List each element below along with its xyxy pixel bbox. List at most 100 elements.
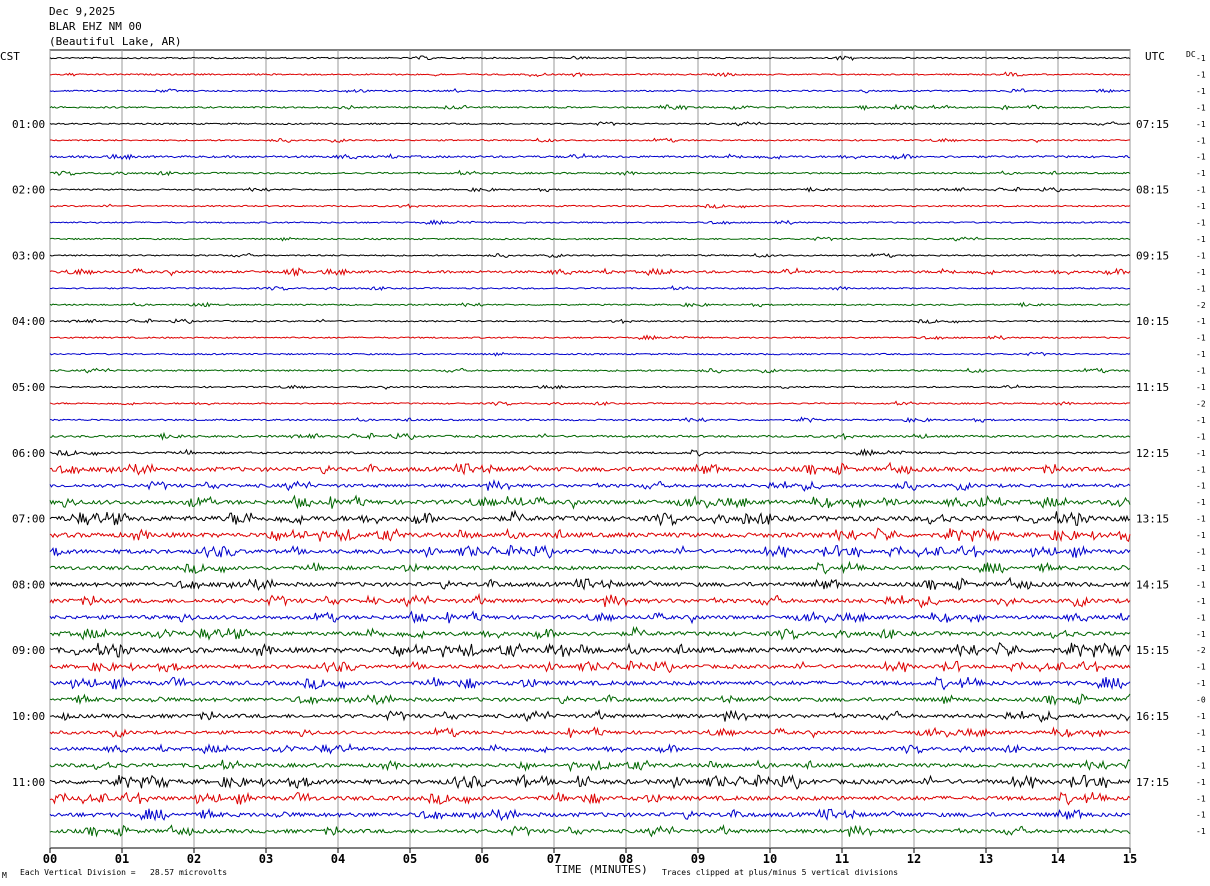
- dc-offset-label: -1: [1196, 679, 1206, 688]
- seismic-trace: [49, 367, 1131, 374]
- cst-hour-label: 06:00: [12, 447, 45, 460]
- seismic-trace: [49, 641, 1131, 658]
- utc-hour-label: 14:15: [1136, 578, 1169, 591]
- seismic-trace: [49, 236, 1131, 242]
- dc-offset-label: -1: [1196, 597, 1206, 606]
- seismic-trace: [49, 823, 1131, 838]
- seismic-trace: [49, 71, 1131, 78]
- location-label: (Beautiful Lake, AR): [49, 35, 182, 48]
- cst-hour-label: 01:00: [12, 118, 45, 131]
- seismic-trace: [49, 400, 1131, 407]
- dc-offset-label: -1: [1196, 498, 1206, 507]
- dc-offset-label: -1: [1196, 153, 1206, 162]
- x-tick-label: 12: [907, 852, 921, 866]
- dc-offset-label: -1: [1196, 745, 1206, 754]
- utc-hour-label: 11:15: [1136, 381, 1169, 394]
- x-tick-label: 05: [403, 852, 417, 866]
- dc-offset-label: -1: [1196, 350, 1206, 359]
- seismic-trace: [49, 318, 1131, 325]
- dc-offset-label: -1: [1196, 712, 1206, 721]
- seismic-trace: [49, 203, 1131, 210]
- dc-offset-label: -1: [1196, 482, 1206, 491]
- date-label: Dec 9,2025: [49, 5, 116, 18]
- cst-hour-label: 04:00: [12, 315, 45, 328]
- seismic-trace: [49, 285, 1131, 292]
- dc-offset-label: -1: [1196, 449, 1206, 458]
- dc-offset-label: -1: [1196, 268, 1206, 277]
- seismic-trace: [49, 625, 1131, 641]
- dc-offset-label: -1: [1196, 613, 1206, 622]
- dc-offset-label: -1: [1196, 251, 1206, 260]
- dc-offset-label: -2: [1196, 399, 1206, 408]
- dc-offset-label: -1: [1196, 186, 1206, 195]
- seismic-trace: [49, 576, 1131, 591]
- cst-hour-label: 07:00: [12, 513, 45, 526]
- dc-offset-label: -1: [1196, 778, 1206, 787]
- seismic-trace: [49, 774, 1131, 790]
- dc-offset-label: -1: [1196, 794, 1206, 803]
- dc-offset-label: -1: [1196, 367, 1206, 376]
- dc-offset-label: -1: [1196, 663, 1206, 672]
- dc-offset-label: -1: [1196, 219, 1206, 228]
- dc-offset-label: -1: [1196, 515, 1206, 524]
- dc-offset-label: -1: [1196, 284, 1206, 293]
- seismic-trace: [49, 267, 1131, 278]
- utc-hour-label: 09:15: [1136, 249, 1169, 262]
- x-tick-label: 02: [187, 852, 201, 866]
- dc-offset-label: -1: [1196, 120, 1206, 129]
- dc-offset-label: -1: [1196, 630, 1206, 639]
- cst-hour-label: 03:00: [12, 249, 45, 262]
- cst-hour-label: 09:00: [12, 644, 45, 657]
- seismic-trace: [49, 544, 1131, 559]
- utc-hour-label: 10:15: [1136, 315, 1169, 328]
- dc-offset-label: -1: [1196, 761, 1206, 770]
- x-tick-label: 11: [835, 852, 849, 866]
- utc-hour-label: 15:15: [1136, 644, 1169, 657]
- seismic-trace: [49, 384, 1131, 390]
- seismic-trace: [49, 88, 1131, 94]
- dc-offset-label: -0: [1196, 696, 1206, 705]
- seismic-trace: [49, 448, 1131, 457]
- dc-offset-label: -1: [1196, 334, 1206, 343]
- x-tick-label: 00: [43, 852, 57, 866]
- seismic-trace: [49, 527, 1131, 543]
- cst-label: CST: [0, 50, 20, 63]
- dc-offset-label: -1: [1196, 531, 1206, 540]
- utc-hour-label: 16:15: [1136, 710, 1169, 723]
- x-axis-label: TIME (MINUTES): [555, 863, 648, 876]
- dc-offset-label: -1: [1196, 580, 1206, 589]
- clip-note: Traces clipped at plus/minus 5 vertical …: [662, 868, 899, 877]
- x-tick-label: 14: [1051, 852, 1065, 866]
- dc-offset-label: -2: [1196, 646, 1206, 655]
- dc-offset-label: -1: [1196, 70, 1206, 79]
- seismic-trace: [49, 186, 1131, 193]
- dc-offset-label: -1: [1196, 728, 1206, 737]
- dc-offset-label: -1: [1196, 87, 1206, 96]
- cst-hour-label: 11:00: [12, 776, 45, 789]
- seismic-trace: [49, 742, 1131, 755]
- dc-offset-label: -1: [1196, 564, 1206, 573]
- seismic-trace: [49, 592, 1131, 609]
- dc-offset-label: -1: [1196, 548, 1206, 557]
- dc-label: DC: [1186, 50, 1196, 59]
- x-tick-label: 09: [691, 852, 705, 866]
- x-tick-label: 10: [763, 852, 777, 866]
- seismic-trace: [49, 55, 1131, 61]
- x-tick-label: 13: [979, 852, 993, 866]
- dc-offset-label: -1: [1196, 811, 1206, 820]
- seismic-trace: [49, 479, 1131, 492]
- x-tick-label: 03: [259, 852, 273, 866]
- dc-offset-label: -1: [1196, 103, 1206, 112]
- utc-label: UTC: [1145, 50, 1165, 63]
- dc-offset-label: -1: [1196, 136, 1206, 145]
- utc-hour-label: 17:15: [1136, 776, 1169, 789]
- seismic-trace: [49, 152, 1131, 161]
- utc-hour-label: 13:15: [1136, 513, 1169, 526]
- dc-offset-label: -1: [1196, 465, 1206, 474]
- seismic-trace: [49, 103, 1131, 111]
- seismic-trace: [49, 416, 1131, 424]
- dc-offset-label: -1: [1196, 235, 1206, 244]
- seismic-trace: [49, 509, 1131, 527]
- seismic-trace: [49, 660, 1131, 674]
